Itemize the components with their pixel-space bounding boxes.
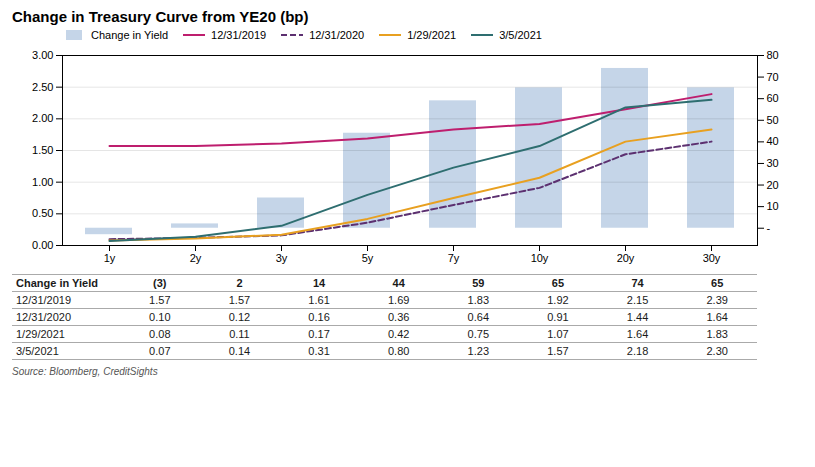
svg-text:10: 10 <box>767 200 779 212</box>
html-text:65: 65 <box>551 277 565 289</box>
html-text:14: 14 <box>312 277 326 289</box>
html-text:(3): (3) <box>153 277 167 289</box>
svg-text:70: 70 <box>767 71 779 83</box>
svg-text:2.50: 2.50 <box>32 81 53 93</box>
html-text:65: 65 <box>711 277 724 289</box>
html-text:1.07: 1.07 <box>547 328 569 340</box>
html-text:1.83: 1.83 <box>706 328 728 340</box>
html-text:12/31/2019: 12/31/2019 <box>211 29 267 41</box>
html-text:0.91: 0.91 <box>547 311 569 323</box>
svg-text:20y: 20y <box>617 252 635 264</box>
svg-text:1y: 1y <box>104 252 116 264</box>
html-text:0.36: 0.36 <box>388 311 410 323</box>
html-text:1.23: 1.23 <box>467 345 489 357</box>
html-text:0.14: 0.14 <box>228 345 251 357</box>
html-text:1.64: 1.64 <box>626 328 649 340</box>
html-text:0.17: 0.17 <box>308 328 330 340</box>
html-text:1.57: 1.57 <box>149 294 171 306</box>
svg-text:40: 40 <box>767 135 779 147</box>
html-text:0.16: 0.16 <box>308 311 330 323</box>
html-text:0.11: 0.11 <box>229 328 250 340</box>
html-text:1.61: 1.61 <box>308 294 330 306</box>
html-text:Change in Treasury Curve from: Change in Treasury Curve from YE20 (bp) <box>12 8 309 25</box>
html-text:0.42: 0.42 <box>388 328 410 340</box>
html-text:1.57: 1.57 <box>228 294 251 306</box>
svg-text:60: 60 <box>767 92 779 104</box>
html-text:3/5/2021: 3/5/2021 <box>499 29 542 41</box>
html-text:0.31: 0.31 <box>308 345 330 357</box>
svg-text:2y: 2y <box>190 252 202 264</box>
html-text:1/29/2021: 1/29/2021 <box>16 328 65 340</box>
svg-text:7y: 7y <box>448 252 460 264</box>
html-text:74: 74 <box>631 277 644 289</box>
svg-text:0.00: 0.00 <box>32 239 53 251</box>
svg-text:2.00: 2.00 <box>32 112 53 124</box>
html-text:Change in Yield: Change in Yield <box>16 277 98 289</box>
svg-text:50: 50 <box>767 114 779 126</box>
html-text:0.64: 0.64 <box>467 311 489 323</box>
html-text:2.15: 2.15 <box>626 294 649 306</box>
svg-text:-: - <box>767 222 771 234</box>
svg-text:30: 30 <box>767 157 779 169</box>
html-text:1.92: 1.92 <box>547 294 569 306</box>
svg-text:30y: 30y <box>703 252 721 264</box>
html-text:44: 44 <box>392 277 405 289</box>
html-text:1.57: 1.57 <box>547 345 569 357</box>
html-text:2: 2 <box>236 277 243 289</box>
html-text:1.69: 1.69 <box>388 294 410 306</box>
html-text:1.83: 1.83 <box>467 294 489 306</box>
svg-text:20: 20 <box>767 179 779 191</box>
svg-text:10y: 10y <box>531 252 549 264</box>
html-text:12/31/2019: 12/31/2019 <box>16 294 72 306</box>
svg-text:1.00: 1.00 <box>32 176 53 188</box>
html-text:0.80: 0.80 <box>388 345 410 357</box>
html-text:1/29/2021: 1/29/2021 <box>407 29 457 41</box>
html-text:Source: Bloomberg, CreditSight: Source: Bloomberg, CreditSights <box>12 366 158 377</box>
html-text:12/31/2020: 12/31/2020 <box>16 311 72 323</box>
html-text:0.75: 0.75 <box>467 328 489 340</box>
svg-text:3.00: 3.00 <box>32 49 53 61</box>
html-text:2.30: 2.30 <box>706 345 728 357</box>
html-text:59: 59 <box>472 277 485 289</box>
svg-text:80: 80 <box>767 49 779 61</box>
html-text:0.10: 0.10 <box>149 311 171 323</box>
html-text:1.64: 1.64 <box>706 311 728 323</box>
svg-text:3y: 3y <box>276 252 288 264</box>
html-text:12/31/2020: 12/31/2020 <box>309 29 365 41</box>
svg-text:5y: 5y <box>362 252 374 264</box>
html-text:Change in Yield: Change in Yield <box>91 29 169 41</box>
svg-text:1.50: 1.50 <box>32 144 53 156</box>
svg-text:0.50: 0.50 <box>32 207 53 219</box>
html-text:3/5/2021: 3/5/2021 <box>16 345 59 357</box>
html-text:0.07: 0.07 <box>149 345 171 357</box>
html-text:1.44: 1.44 <box>626 311 649 323</box>
html-text:0.08: 0.08 <box>149 328 171 340</box>
html-text:0.12: 0.12 <box>228 311 251 323</box>
html-text:2.18: 2.18 <box>626 345 649 357</box>
html-text:2.39: 2.39 <box>706 294 728 306</box>
